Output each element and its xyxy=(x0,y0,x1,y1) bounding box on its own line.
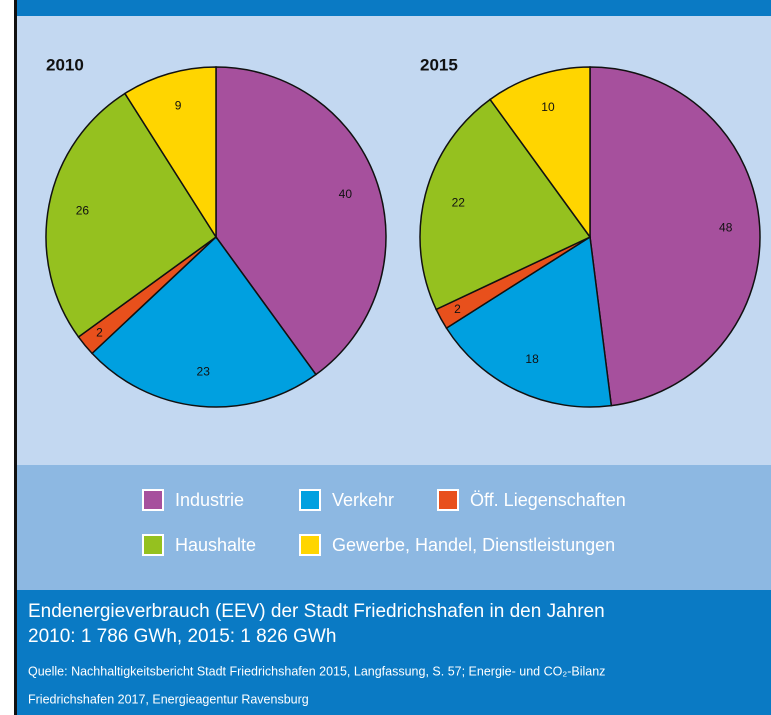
left-border xyxy=(14,0,17,715)
pie-title: 2010 xyxy=(46,55,84,74)
slice-label: 23 xyxy=(197,365,211,379)
pie-slice xyxy=(91,235,317,408)
slice-label: 18 xyxy=(525,352,539,366)
slice-label: 22 xyxy=(452,195,466,209)
legend-swatch xyxy=(299,489,321,511)
pie-slice xyxy=(45,92,218,338)
slice-label: 9 xyxy=(175,99,182,113)
legend-swatch xyxy=(142,534,164,556)
caption-panel xyxy=(17,590,771,715)
slice-label: 2 xyxy=(454,302,461,316)
slice-label: 2 xyxy=(96,326,103,340)
legend-label: Haushalte xyxy=(175,535,256,555)
pie-slice xyxy=(489,66,591,240)
legend-label: Industrie xyxy=(175,490,244,510)
slice-label: 10 xyxy=(541,100,555,114)
legend-swatch xyxy=(142,489,164,511)
slice-label: 26 xyxy=(76,204,90,218)
pie-slice xyxy=(215,66,387,376)
legend-label: Gewerbe, Handel, Dienstleistungen xyxy=(332,535,615,555)
source: Quelle: Nachhaltigkeitsbericht Stadt Fri… xyxy=(28,664,605,678)
legend-swatch xyxy=(299,534,321,556)
slice-label: 40 xyxy=(339,187,353,201)
pie-slice xyxy=(123,66,217,240)
legend-panel xyxy=(17,465,771,590)
pie-slice xyxy=(419,98,592,311)
legend-swatch xyxy=(437,489,459,511)
pie-title: 2015 xyxy=(420,55,458,74)
caption: Endenergieverbrauch (EEV) der Stadt Frie… xyxy=(28,601,605,622)
pie-slice xyxy=(445,235,613,408)
caption: 2010: 1 786 GWh, 2015: 1 826 GWh xyxy=(28,626,336,647)
pie-slice xyxy=(589,66,761,407)
legend-label: Verkehr xyxy=(332,490,394,510)
legend-label: Öff. Liegenschaften xyxy=(470,490,626,510)
source: Friedrichshafen 2017, Energieagentur Rav… xyxy=(28,692,309,706)
slice-label: 48 xyxy=(719,221,733,235)
top-band xyxy=(15,0,771,16)
